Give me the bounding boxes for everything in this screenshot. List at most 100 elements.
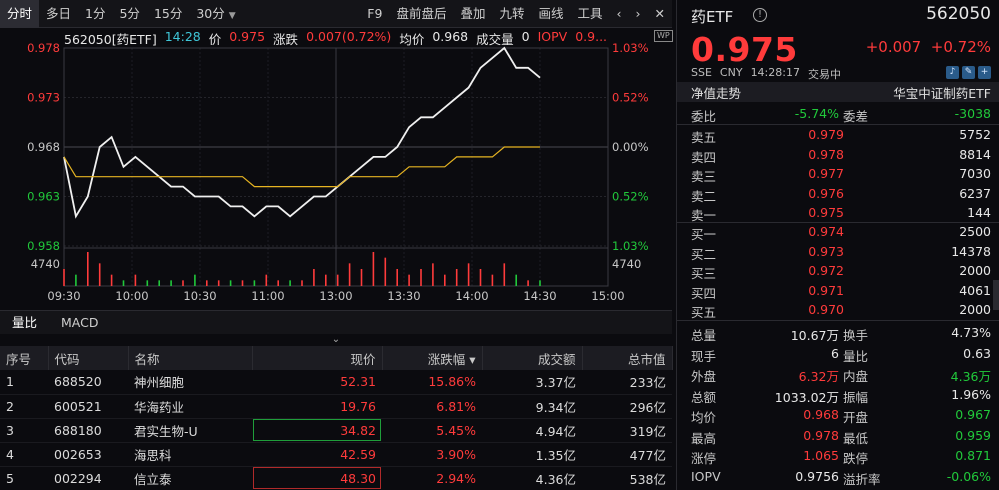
stat-row: 外盘 6.32万 内盘 4.36万	[677, 364, 999, 384]
tab-macd[interactable]: MACD	[61, 314, 99, 330]
stat-value: 1.96%	[951, 386, 991, 402]
ask-level-row[interactable]: 卖二 0.976 6237	[677, 184, 999, 204]
divider	[677, 124, 999, 125]
intraday-chart[interactable]: 0.978 1.03% 0.973 0.52% 0.968 0.00% 0.963 0.52%…	[0, 28, 673, 310]
row-turnover: 1.35亿	[535, 447, 576, 463]
ask-level-row[interactable]: 卖三 0.977 7030	[677, 164, 999, 184]
header-change-pct[interactable]: 涨跌幅 ▾	[382, 346, 483, 370]
tools-button[interactable]: 工具	[577, 5, 603, 21]
period-tab-5min[interactable]: 5分	[119, 5, 140, 21]
stat-label: 换手	[843, 328, 869, 343]
stat-label: 开盘	[843, 410, 869, 425]
header-code[interactable]: 代码	[48, 346, 129, 370]
period-tab-multiday[interactable]: 多日	[46, 5, 72, 21]
chart-frame	[63, 47, 609, 287]
table-row[interactable]: 2 600521 华海药业 19.76 6.81% 9.34亿 296亿	[0, 394, 672, 418]
pre-post-market-button[interactable]: 盘前盘后	[396, 5, 447, 21]
volume-tick-label: 4740	[31, 257, 60, 271]
order-ratio-row: 委比 -5.74% 委差 -3038	[677, 104, 999, 124]
period-tab-intraday[interactable]: 分时	[0, 0, 40, 28]
ask-level-row[interactable]: 卖一 0.975 144	[677, 203, 999, 223]
ask-level-row[interactable]: 卖五 0.979 5752	[677, 125, 999, 145]
level-volume: 14378	[951, 243, 991, 259]
plus-icon[interactable]: +	[978, 66, 991, 79]
stat-label: 溢折率	[843, 471, 881, 487]
bid-level-row[interactable]: 买二 0.973 14378	[677, 242, 999, 262]
y-tick-label: 0.963	[27, 190, 60, 204]
bid-level-row[interactable]: 买四 0.971 4061	[677, 281, 999, 301]
row-code: 688180	[54, 422, 102, 438]
panel-scrollbar[interactable]	[993, 280, 999, 310]
x-tick-label: 14:00	[455, 289, 488, 303]
volume-bar	[384, 257, 387, 286]
row-name: 神州细胞	[134, 375, 185, 391]
tab-volume-ratio[interactable]: 量比	[12, 314, 38, 330]
stat-value: 10.67万	[790, 328, 839, 343]
table-row[interactable]: 4 002653 海思科 42.59 3.90% 1.35亿 477亿	[0, 442, 672, 466]
overlay-button[interactable]: 叠加	[460, 5, 486, 21]
row-index: 5	[6, 470, 14, 486]
header-turnover[interactable]: 成交额	[482, 346, 583, 370]
x-tick-label: 09:30	[47, 289, 80, 303]
volume-bar	[336, 274, 339, 286]
quote-time: 14:28:17	[750, 66, 800, 79]
bell-icon[interactable]: ♪	[946, 66, 959, 79]
chart-info-bar: 562050[药ETF] 14:28 价 0.975 涨跌 0.007(0.72…	[64, 29, 607, 47]
bid-level-row[interactable]: 买一 0.974 2500	[677, 222, 999, 242]
x-tick-label: 10:00	[115, 289, 148, 303]
chevron-down-icon: ▼	[228, 10, 236, 21]
info-icon[interactable]: !	[753, 8, 767, 22]
row-index: 2	[6, 398, 14, 414]
header-price[interactable]: 现价	[252, 346, 383, 370]
row-index: 3	[6, 422, 14, 438]
level-volume: 7030	[959, 166, 991, 181]
ask-level-row[interactable]: 卖四 0.978 8814	[677, 145, 999, 165]
close-icon[interactable]: ✕	[654, 5, 665, 21]
bid-level-row[interactable]: 买五 0.970 2000	[677, 300, 999, 320]
stat-label: 总量	[691, 328, 717, 343]
level-volume: 144	[967, 205, 991, 220]
row-turnover: 9.34亿	[535, 399, 576, 415]
nine-turn-button[interactable]: 九转	[499, 5, 525, 21]
period-toolbar: 分时 多日 1分 5分 15分 30分 ▼ F9 盘前盘后 叠加 九转 画线 工具…	[0, 0, 672, 28]
stat-value: 6	[831, 345, 839, 361]
level-label: 买一	[691, 227, 717, 242]
period-tab-15min[interactable]: 15分	[153, 5, 183, 21]
level-price: 0.975	[808, 205, 844, 220]
price-change: +0.007 +0.72%	[866, 38, 991, 56]
f9-button[interactable]: F9	[367, 5, 383, 21]
table-row[interactable]: 5 002294 信立泰 48.30 2.94% 4.36亿 538亿	[0, 466, 672, 490]
volume-bar	[158, 280, 160, 286]
period-tab-1min[interactable]: 1分	[85, 5, 106, 21]
row-price: 19.76	[340, 398, 376, 414]
table-row[interactable]: 3 688180 君实生物-U 34.82 5.45% 4.94亿 319亿	[0, 418, 672, 442]
volume-bar	[253, 280, 256, 286]
chevron-right-icon[interactable]: ›	[635, 5, 641, 21]
wp-badge-icon[interactable]: WP	[654, 30, 673, 42]
stat-row: 总量 10.67万 换手 4.73%	[677, 323, 999, 343]
y-tick-label-pct: 1.03%	[612, 41, 649, 55]
header-index[interactable]: 序号	[0, 346, 49, 370]
header-market-cap[interactable]: 总市值	[582, 346, 673, 370]
level-volume: 2000	[959, 263, 991, 278]
level-price: 0.971	[808, 282, 844, 298]
header-name[interactable]: 名称	[128, 346, 253, 370]
volume-bar	[479, 269, 482, 286]
collapse-chevron-icon[interactable]: ⌄	[0, 334, 672, 346]
volume-bar	[432, 263, 434, 286]
chevron-left-icon[interactable]: ‹	[616, 5, 622, 21]
draw-line-button[interactable]: 画线	[538, 5, 564, 21]
table-row[interactable]: 1 688520 神州细胞 52.31 15.86% 3.37亿 233亿	[0, 370, 672, 394]
level-volume: 6237	[959, 185, 991, 201]
change-amount: +0.007	[865, 38, 922, 56]
y-tick-label: 0.973	[27, 91, 60, 105]
period-tab-30min[interactable]: 30分 ▼	[189, 0, 242, 28]
volume-bar	[122, 280, 125, 286]
level-label: 买二	[691, 246, 717, 262]
divider	[677, 320, 999, 321]
pencil-icon[interactable]: ✎	[962, 66, 975, 79]
nav-trend-bar[interactable]: 净值走势 华宝中证制药ETF	[677, 82, 999, 102]
y-tick-label: 0.978	[27, 41, 60, 55]
bid-level-row[interactable]: 买三 0.972 2000	[677, 261, 999, 281]
stat-value: 0.967	[955, 407, 991, 422]
